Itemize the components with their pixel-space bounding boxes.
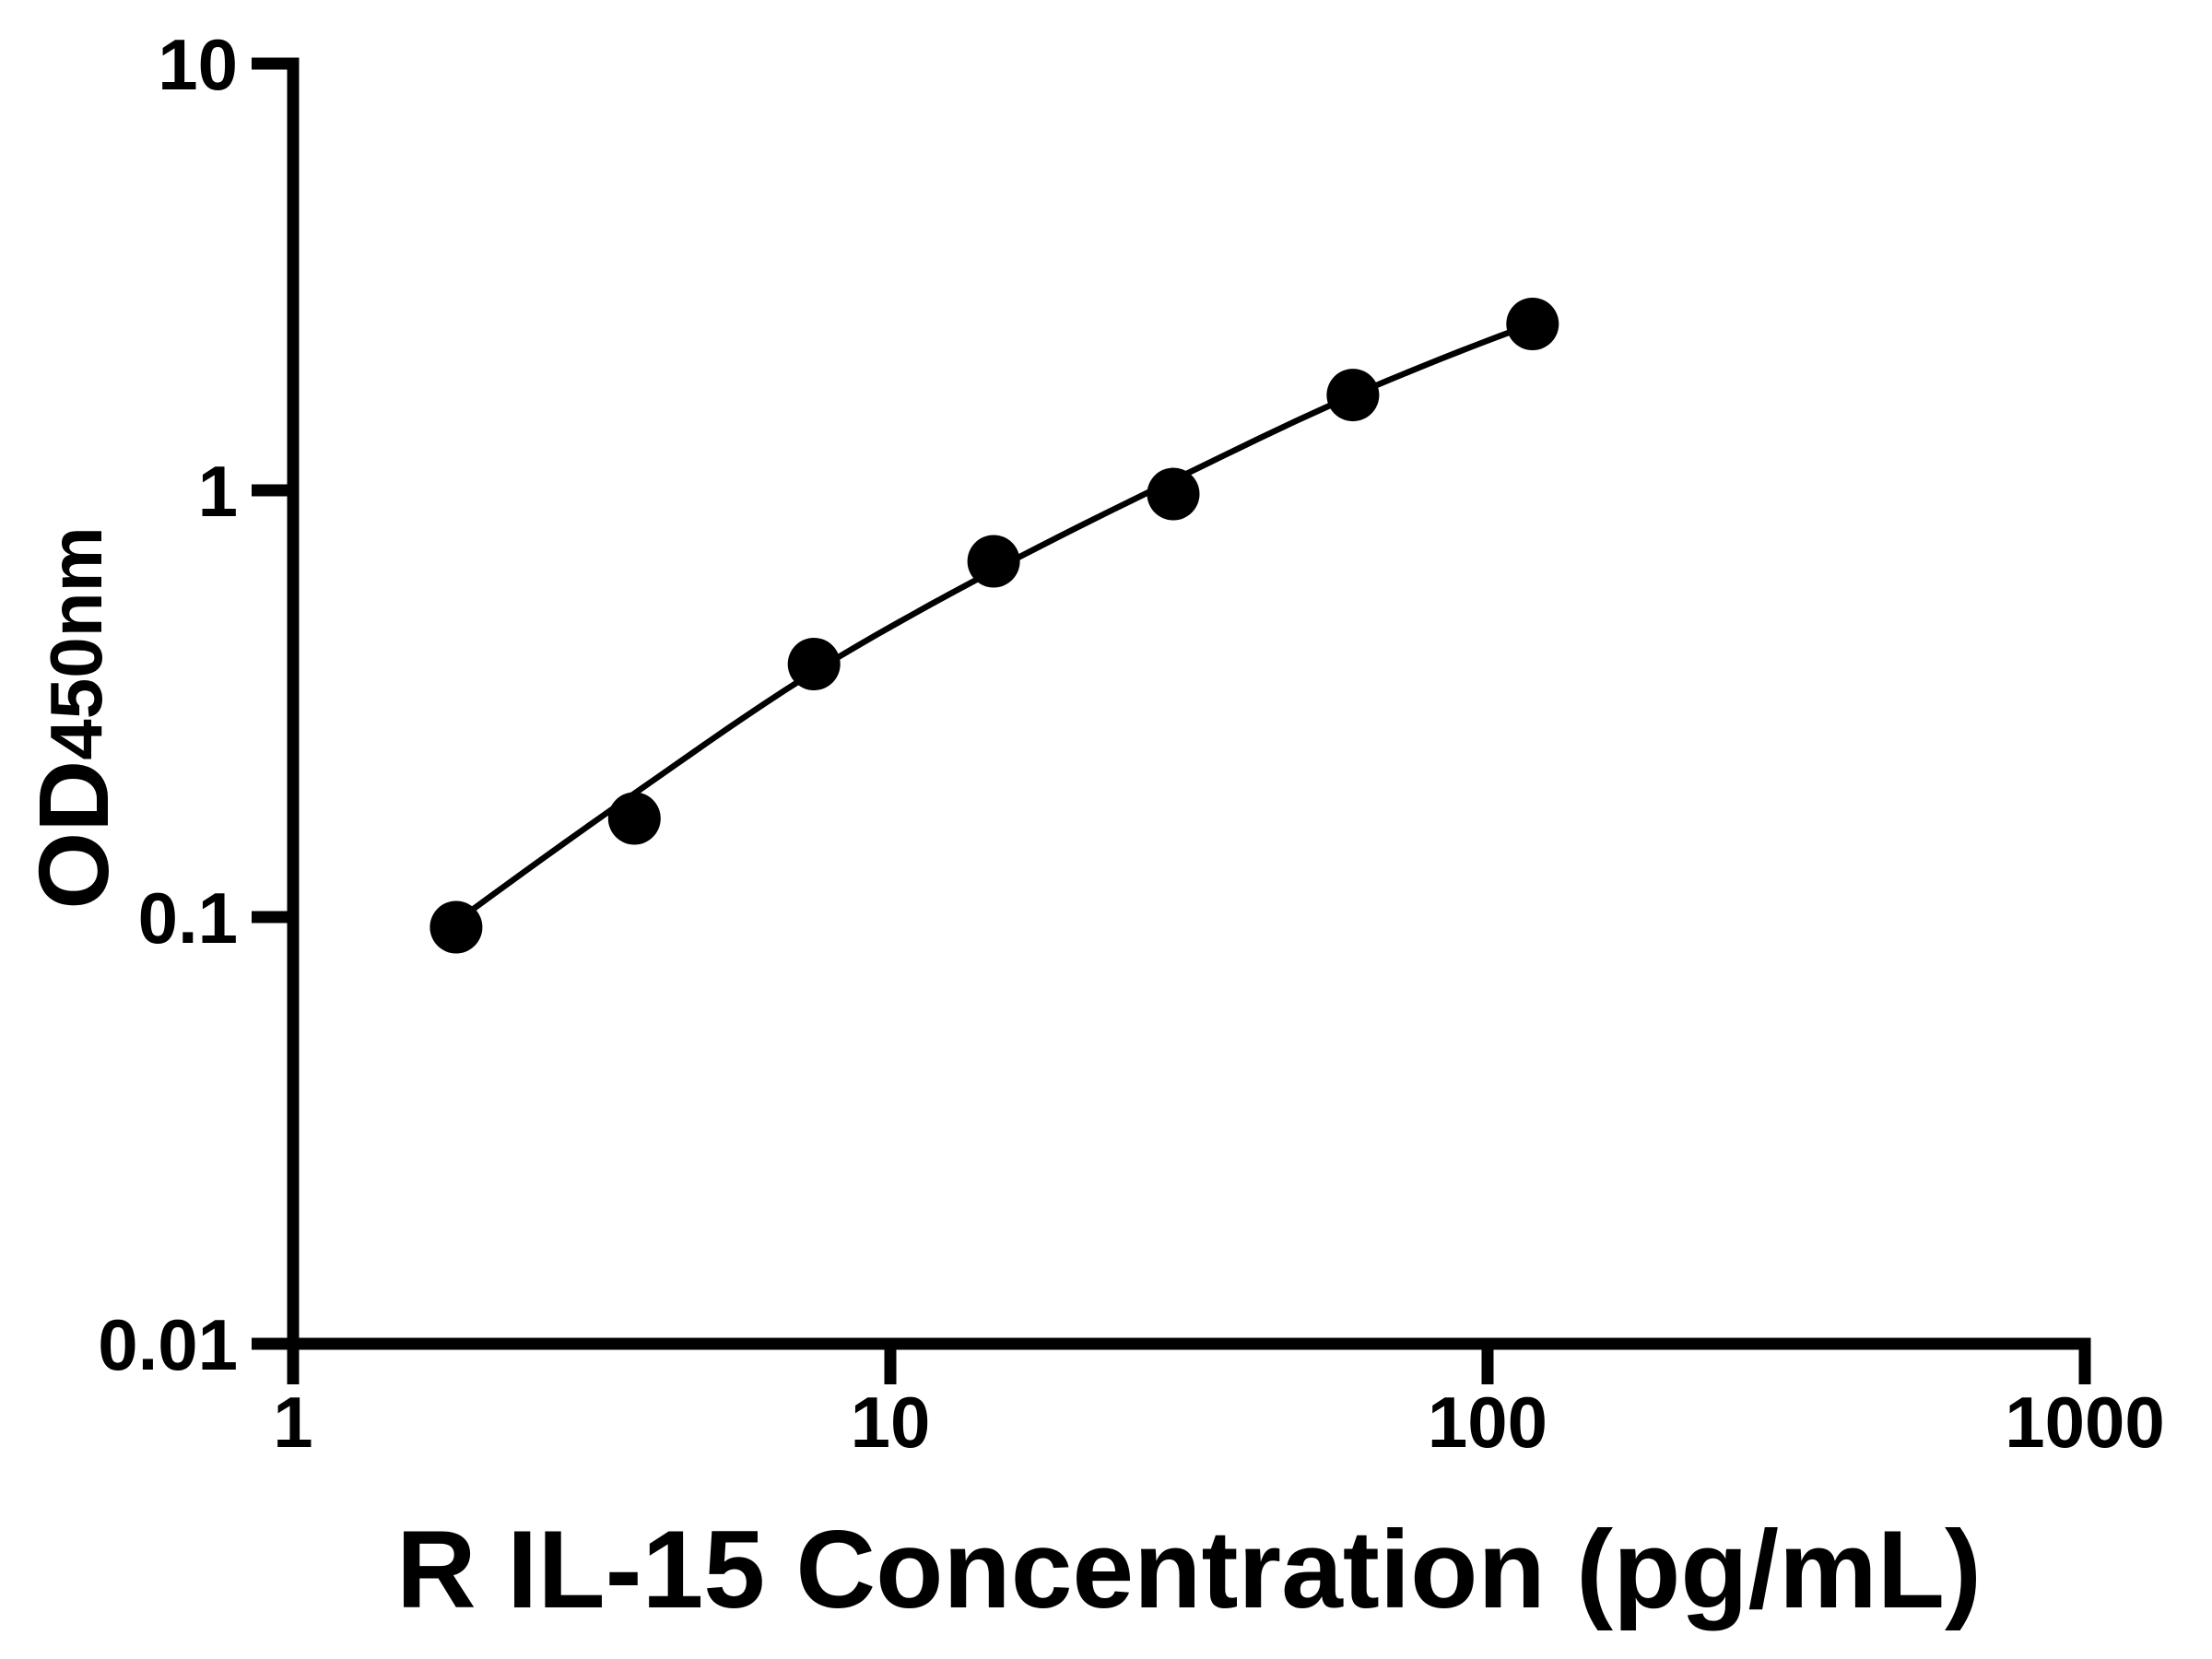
- svg-text:1000: 1000: [2005, 1382, 2165, 1463]
- svg-text:1: 1: [198, 451, 238, 532]
- svg-text:10: 10: [158, 24, 238, 105]
- svg-text:0.1: 0.1: [138, 877, 238, 959]
- svg-text:100: 100: [1428, 1382, 1547, 1463]
- svg-text:R IL-15 Concentration (pg/mL): R IL-15 Concentration (pg/mL): [396, 1508, 1982, 1631]
- svg-text:10: 10: [851, 1382, 931, 1463]
- svg-text:OD450nm: OD450nm: [18, 526, 129, 909]
- svg-text:1: 1: [273, 1382, 312, 1463]
- svg-text:0.01: 0.01: [98, 1304, 238, 1385]
